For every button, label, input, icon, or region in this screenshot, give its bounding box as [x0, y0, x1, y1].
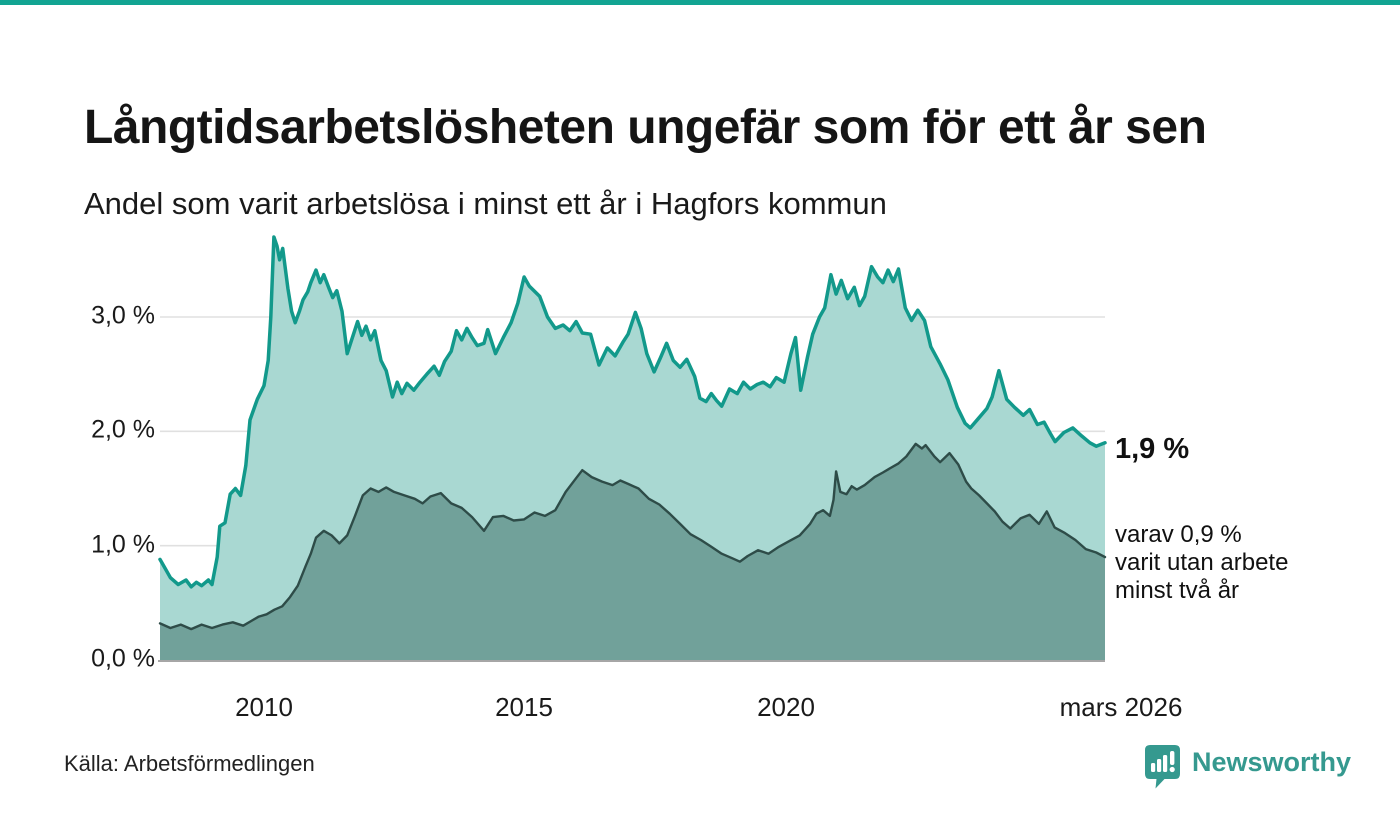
newsworthy-logo: Newsworthy [1143, 740, 1351, 792]
series-min-two-years-line [158, 442, 1107, 631]
annotation-line-3: minst två år [1115, 576, 1240, 604]
y-tick-3: 3,0 % [91, 301, 155, 330]
annotation-line-1: varav 0,9 % [1115, 521, 1242, 548]
series-min-one-year-line [158, 235, 1107, 589]
series-min-two-years-area [160, 443, 1105, 660]
x-tick-mars-2026: mars 2026 [1059, 692, 1183, 722]
secondary-series-annotation: varav 0,9 % varit utan arbete minst två … [1115, 521, 1288, 604]
brand-accent-bar [0, 0, 1400, 5]
newsworthy-icon [1145, 744, 1180, 788]
y-tick-0: 0,0 % [91, 644, 155, 673]
latest-value-label: 1,9 % [1115, 433, 1190, 465]
annotation-line-2: varit utan arbete [1115, 548, 1289, 576]
page-title: Långtidsarbetslösheten ungefär som för e… [84, 101, 1207, 155]
x-tick-2010: 2010 [235, 692, 293, 722]
y-tick-1: 1,0 % [91, 530, 155, 559]
x-tick-2020: 2020 [757, 692, 815, 722]
source-note: Källa: Arbetsförmedlingen [64, 751, 315, 776]
page-subtitle: Andel som varit arbetslösa i minst ett å… [84, 186, 887, 221]
newsworthy-wordmark: Newsworthy [1192, 746, 1352, 777]
y-tick-2: 2,0 % [91, 415, 155, 444]
x-tick-2015: 2015 [495, 692, 553, 722]
